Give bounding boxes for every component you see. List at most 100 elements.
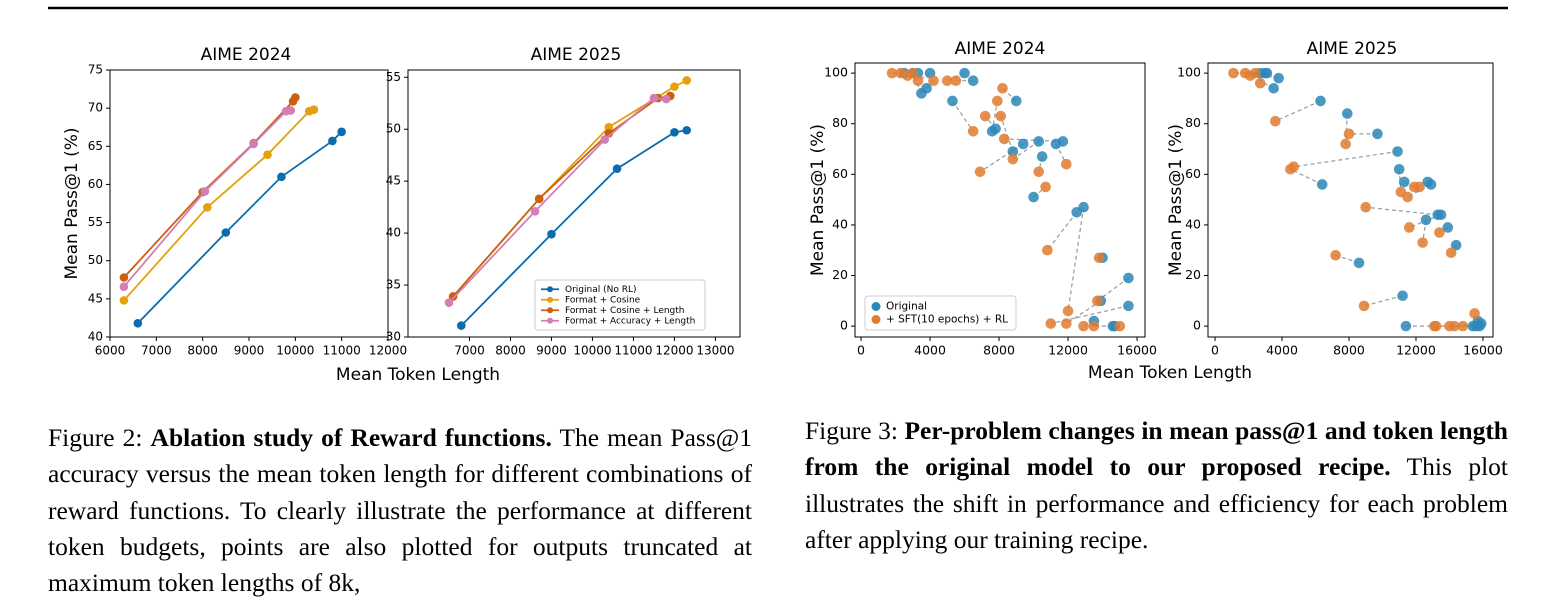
x-tick-label: 7000	[454, 344, 485, 358]
page: AIME 2024 Mean Pass@1 (%) Mean Token Lengt…	[48, 6, 1508, 598]
x-tick-label: 12000	[655, 344, 693, 358]
point	[682, 76, 692, 85]
x-tick-label: 0	[857, 343, 865, 358]
y-tick-label: 0	[1193, 318, 1201, 333]
legend-label: Format + Accuracy + Length	[565, 316, 695, 326]
legend-swatch	[547, 296, 553, 303]
point	[1011, 95, 1022, 107]
point	[1057, 136, 1069, 147]
point	[1353, 257, 1365, 269]
point	[1062, 305, 1074, 317]
connector	[1365, 206, 1438, 216]
point	[1442, 222, 1454, 233]
y-tick-label: 100	[824, 65, 848, 80]
point	[1425, 179, 1437, 190]
chart-title: AIME 2024	[955, 39, 1046, 59]
caption-label: Figure 3:	[805, 416, 898, 445]
point	[1007, 153, 1019, 165]
y-tick-label: 20	[1185, 267, 1201, 282]
point	[119, 273, 129, 282]
y-tick-label: 70	[88, 101, 103, 115]
point	[277, 172, 286, 182]
point	[337, 127, 346, 137]
x-tick-label: 16000	[1463, 343, 1503, 358]
y-axis-label: Mean Pass@1 (%)	[62, 128, 82, 280]
plot-frame	[1207, 62, 1494, 338]
point	[1402, 191, 1413, 203]
point	[1392, 146, 1403, 157]
x-tick-label: 8000	[187, 344, 218, 358]
point	[534, 194, 544, 204]
point	[1360, 201, 1372, 213]
point	[1403, 222, 1415, 233]
point	[912, 75, 924, 87]
point	[1340, 138, 1351, 150]
point	[1417, 237, 1428, 248]
point	[1273, 72, 1284, 84]
point	[1372, 128, 1383, 140]
point	[1028, 191, 1039, 203]
x-tick-label: 11000	[614, 344, 652, 358]
point	[119, 296, 129, 305]
y-tick-label: 30	[386, 330, 401, 344]
point	[1092, 295, 1103, 307]
point	[1469, 308, 1480, 319]
point	[1398, 176, 1410, 188]
point	[1088, 320, 1100, 332]
point	[967, 75, 979, 87]
series-line	[452, 79, 688, 298]
point	[448, 292, 458, 301]
x-tick-label: 6000	[95, 344, 126, 358]
chart-title: AIME 2025	[1307, 39, 1398, 59]
point	[1457, 320, 1469, 332]
x-tick-label: 11000	[323, 344, 361, 358]
point	[1036, 151, 1048, 162]
x-axis-label: Mean Token Length	[1088, 363, 1252, 383]
connector	[1363, 295, 1403, 307]
legend-swatch	[547, 317, 553, 324]
y-tick-label: 55	[88, 215, 103, 229]
x-tick-label: 8000	[983, 343, 1015, 358]
x-tick-label: 16000	[1117, 343, 1157, 358]
point	[670, 128, 679, 137]
legend-label: Format + Cosine	[565, 295, 641, 305]
caption-bold: Per-problem changes in mean pass@1 and t…	[805, 416, 1508, 482]
chart-title: AIME 2025	[531, 45, 622, 65]
legend-box	[864, 295, 1017, 331]
y-tick-label: 60	[832, 166, 848, 181]
connector	[1345, 113, 1348, 144]
y-tick-label: 20	[832, 267, 848, 282]
y-tick-label: 50	[386, 122, 401, 136]
y-tick-label: 60	[1185, 166, 1201, 181]
legend-label: + SFT(10 epochs) + RL	[886, 314, 1008, 326]
point	[986, 126, 998, 137]
point	[1042, 244, 1053, 256]
caption: Figure 3: Per-problem changes in mean pa…	[805, 413, 1508, 558]
point	[1435, 209, 1447, 221]
point	[328, 136, 337, 146]
series-line	[137, 131, 343, 324]
x-tick-label: 8000	[1333, 343, 1365, 358]
point	[1007, 146, 1019, 157]
x-tick-label: 12000	[1396, 343, 1436, 358]
point	[133, 318, 143, 328]
x-axis-label: Mean Token Length	[336, 365, 500, 385]
point	[1343, 128, 1355, 140]
point	[950, 75, 962, 87]
point	[1316, 179, 1328, 190]
point	[1123, 272, 1134, 284]
point	[1114, 320, 1126, 332]
point	[444, 298, 454, 308]
legend-label: Format + Cosine + Length	[565, 306, 685, 316]
point	[1045, 318, 1057, 329]
point	[1268, 83, 1279, 94]
y-tick-label: 40	[1185, 216, 1201, 231]
series-line	[123, 109, 291, 288]
point	[291, 93, 300, 102]
x-tick-label: 0	[1211, 343, 1219, 358]
y-tick-label: 45	[88, 291, 103, 305]
point	[916, 88, 927, 99]
y-axis-label: Mean Pass@1 (%)	[1166, 124, 1186, 276]
y-tick-label: 55	[386, 70, 401, 84]
y-tick-label: 0	[840, 318, 848, 333]
